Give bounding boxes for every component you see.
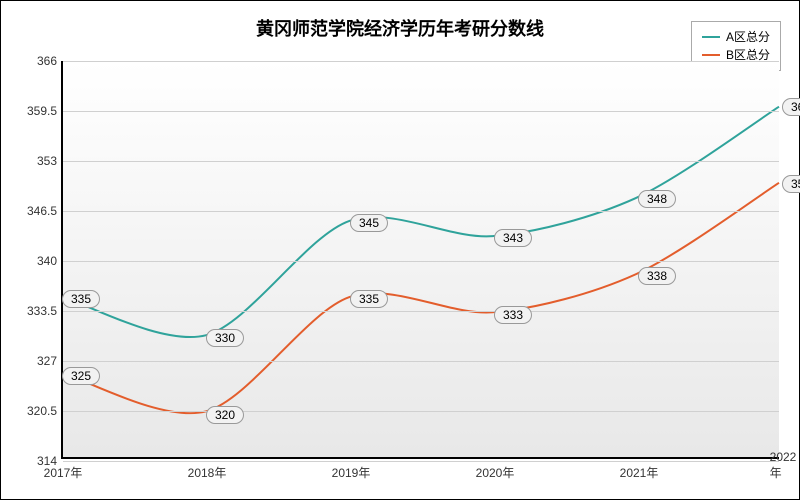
- data-label: 335: [350, 290, 388, 308]
- plot-area: 314320.5327333.5340346.5353359.53662017年…: [61, 61, 779, 459]
- x-tick-label: 2022年: [770, 450, 797, 481]
- data-label: 325: [62, 367, 100, 385]
- x-tick-label: 2019年: [332, 464, 371, 481]
- gridline: [63, 261, 779, 262]
- data-label: 345: [350, 214, 388, 232]
- legend-item-a: A区总分: [702, 28, 770, 46]
- data-label: 350: [782, 175, 800, 193]
- data-label: 330: [206, 329, 244, 347]
- gridline: [63, 311, 779, 312]
- y-tick-label: 320.5: [13, 404, 57, 418]
- gridline: [63, 211, 779, 212]
- data-label: 320: [206, 406, 244, 424]
- series-line: [63, 183, 779, 413]
- data-label: 360: [782, 98, 800, 116]
- x-tick-label: 2017年: [44, 464, 83, 481]
- legend-label-a: A区总分: [726, 28, 770, 46]
- data-label: 343: [494, 229, 532, 247]
- gridline: [63, 61, 779, 62]
- series-line: [63, 107, 779, 337]
- y-tick-label: 366: [13, 54, 57, 68]
- gridline: [63, 411, 779, 412]
- gridline: [63, 461, 779, 462]
- y-tick-label: 359.5: [13, 104, 57, 118]
- series-lines: [63, 61, 779, 457]
- data-label: 338: [638, 267, 676, 285]
- data-label: 333: [494, 306, 532, 324]
- chart-container: 黄冈师范学院经济学历年考研分数线 A区总分 B区总分 314320.532733…: [0, 0, 800, 500]
- legend-swatch-a: [702, 36, 720, 38]
- data-label: 348: [638, 190, 676, 208]
- y-tick-label: 340: [13, 254, 57, 268]
- chart-title: 黄冈师范学院经济学历年考研分数线: [1, 1, 799, 41]
- y-tick-label: 353: [13, 154, 57, 168]
- y-tick-label: 327: [13, 354, 57, 368]
- gridline: [63, 361, 779, 362]
- y-tick-label: 346.5: [13, 204, 57, 218]
- gridline: [63, 111, 779, 112]
- legend-swatch-b: [702, 54, 720, 56]
- gridline: [63, 161, 779, 162]
- y-tick-label: 333.5: [13, 304, 57, 318]
- x-tick-label: 2018年: [188, 464, 227, 481]
- x-tick-label: 2021年: [620, 464, 659, 481]
- data-label: 335: [62, 290, 100, 308]
- x-tick-label: 2020年: [476, 464, 515, 481]
